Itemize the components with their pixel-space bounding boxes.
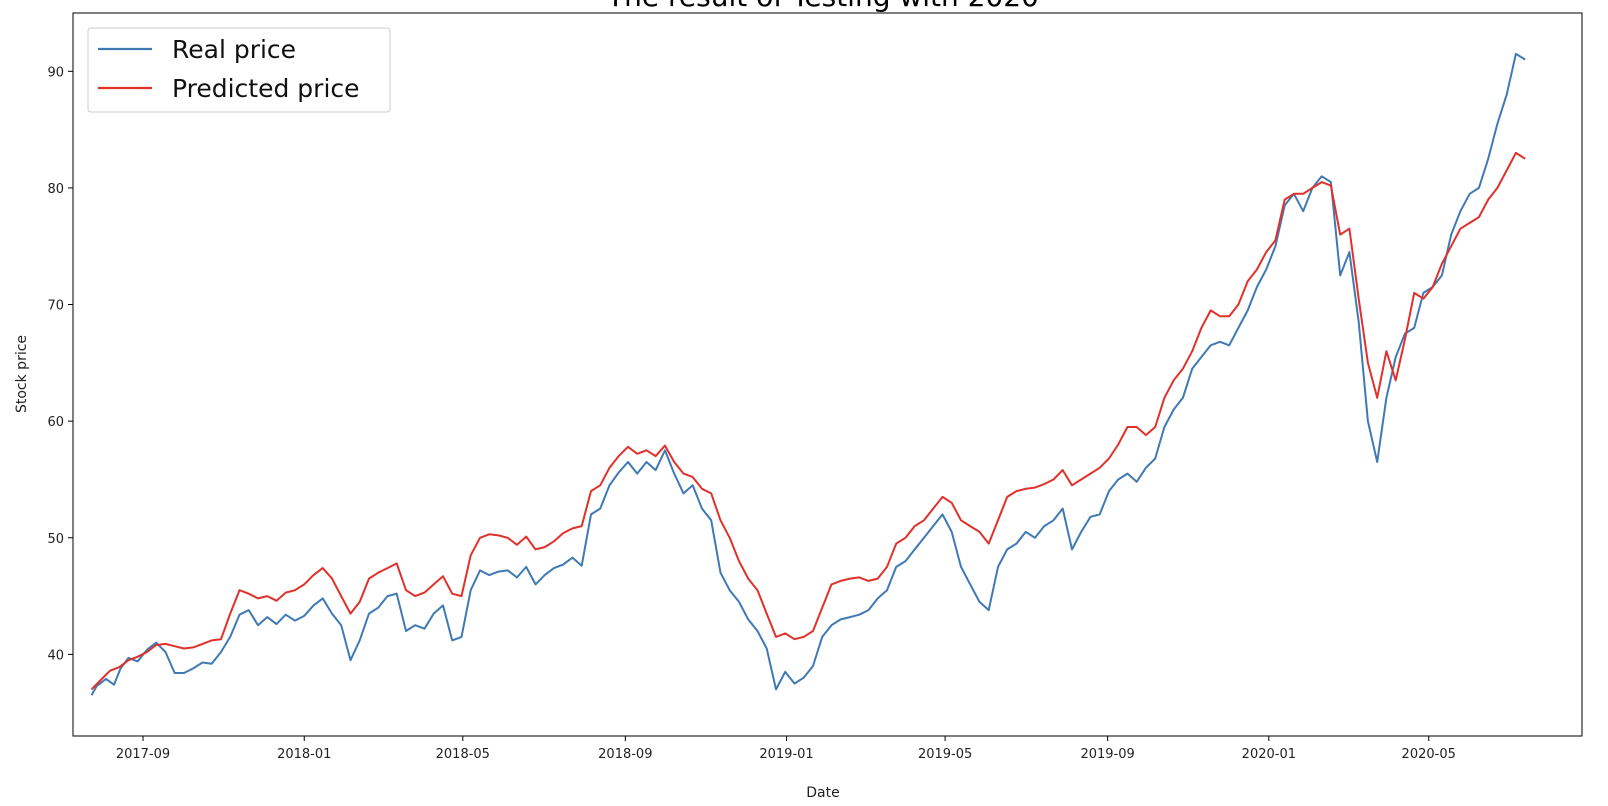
chart-title: The result of Testing with 2020 [606, 0, 1039, 13]
y-tick-label: 40 [47, 648, 64, 663]
series-line-predicted [90, 151, 1526, 691]
x-tick-label: 2018-01 [277, 747, 331, 762]
plot-border [72, 12, 1583, 737]
x-tick-label: 2019-01 [759, 747, 813, 762]
plot-area [72, 12, 1583, 737]
y-tick-label: 80 [47, 182, 64, 197]
x-tick-label: 2020-05 [1402, 747, 1456, 762]
x-axis-label: Date [806, 785, 839, 801]
legend-label-predicted: Predicted price [172, 74, 360, 103]
legend-label-real: Real price [172, 35, 296, 64]
series-line-real [90, 52, 1526, 696]
y-axis: 40 50 60 70 80 90 [47, 65, 73, 663]
x-tick-label: 2018-05 [436, 747, 490, 762]
legend: Real price Predicted price [87, 27, 391, 113]
y-tick-label: 60 [47, 415, 64, 430]
x-tick-label: 2019-09 [1080, 747, 1134, 762]
legend-box [87, 27, 391, 113]
x-tick-label: 2020-01 [1242, 747, 1296, 762]
y-tick-label: 90 [47, 65, 64, 80]
y-axis-label: Stock price [14, 335, 30, 413]
x-tick-label: 2018-09 [598, 747, 652, 762]
x-tick-label: 2019-05 [918, 747, 972, 762]
x-axis: 2017-09 2018-01 2018-05 2018-09 2019-01 2019-… [116, 736, 1456, 762]
x-tick-label: 2017-09 [116, 747, 170, 762]
y-tick-label: 70 [47, 299, 64, 314]
series-lines [90, 52, 1526, 696]
y-tick-label: 50 [47, 532, 64, 547]
